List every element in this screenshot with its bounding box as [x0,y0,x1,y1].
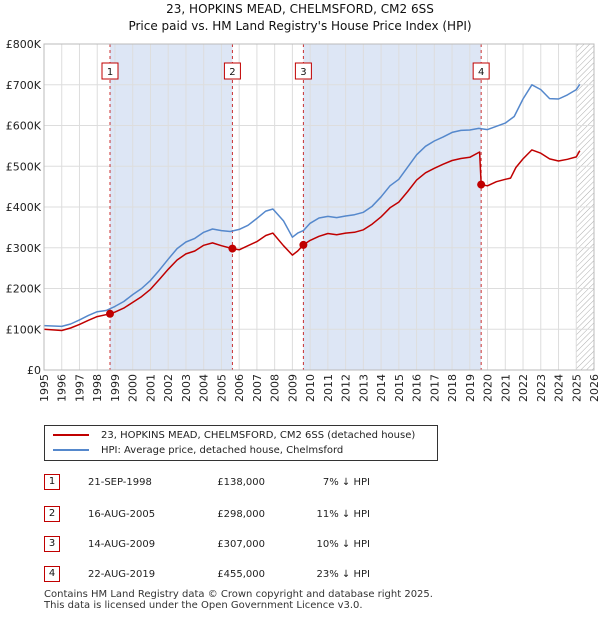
sale-price: £455,000 [217,569,265,580]
sale-label-box [472,62,490,80]
sale-date: 14-AUG-2009 [88,539,156,550]
sale-badge: 4 [44,566,60,582]
sale-badge: 3 [44,536,60,552]
x-tick-label: 2006 [233,374,246,402]
x-tick-label: 2009 [286,374,299,402]
sale-point [106,309,114,318]
x-tick-label: 2024 [553,374,566,402]
x-tick-label: 2000 [127,374,140,402]
x-tick-label: 2012 [340,374,353,402]
property-price-line [43,149,581,332]
x-tick-label: 2018 [446,374,459,402]
sale-date: 16-AUG-2005 [88,509,156,520]
sale-label-number: 1 [107,67,113,78]
sale-label-box [101,62,119,80]
chart-title: 23, HOPKINS MEAD, CHELMSFORD, CM2 6SS [166,2,434,16]
y-tick-label: £600K [6,120,42,133]
x-tick-label: 2015 [393,374,406,402]
hpi-line [43,83,581,328]
x-tick-label: 2025 [570,374,583,402]
sale-price: £138,000 [217,477,265,488]
x-tick-label: 2003 [180,374,193,402]
x-tick-label: 2019 [464,374,477,402]
chart-legend: 23, HOPKINS MEAD, CHELMSFORD, CM2 6SS (d… [44,425,438,461]
x-tick-label: 2002 [162,374,175,402]
sale-hpi-diff: 23% ↓ HPI [316,569,370,580]
x-tick-label: 2010 [304,374,317,402]
hpi-line-swatch [53,449,89,451]
y-tick-label: £200K [6,283,42,296]
price-chart: 1 2 3 4 £0 £100K £200K £300K £400K £500K £600K £700… [6,38,600,402]
y-tick-label: £300K [6,242,42,255]
x-tick-label: 2011 [322,374,335,402]
sale-label-box [294,62,312,80]
sale-hpi-diff: 10% ↓ HPI [316,539,370,550]
x-tick-label: 1995 [38,374,51,402]
x-tick-label: 1998 [91,374,104,402]
property-line-swatch [53,434,89,436]
x-tick-label: 1997 [73,374,86,402]
x-tick-label: 2005 [215,374,228,402]
y-tick-label: £400K [6,201,42,214]
footer-copyright: Contains HM Land Registry data © Crown c… [44,589,433,600]
y-tick-label: £800K [6,38,42,51]
x-tick-label: 2026 [588,374,600,402]
plot-frame [43,43,595,371]
legend-item-hpi: HPI: Average price, detached house, Chel… [53,443,343,459]
sale-row: 3 14-AUG-2009 £307,000 10% ↓ HPI [0,535,600,555]
sale-label-number: 2 [229,67,235,78]
sale-hpi-diff: 7% ↓ HPI [322,477,370,488]
sale-price: £307,000 [217,539,265,550]
sale-price: £298,000 [217,509,265,520]
legend-item-property: 23, HOPKINS MEAD, CHELMSFORD, CM2 6SS (d… [53,428,415,444]
x-tick-label: 2004 [198,374,211,402]
x-tick-label: 1999 [109,374,122,402]
sale-date: 22-AUG-2019 [88,569,156,580]
x-tick-label: 2021 [499,374,512,402]
sale-row: 4 22-AUG-2019 £455,000 23% ↓ HPI [0,565,600,585]
sale-point [477,180,486,189]
sale-point [299,240,308,249]
sale-date: 21-SEP-1998 [88,477,152,488]
chart-subtitle: Price paid vs. HM Land Registry's House … [128,19,472,33]
x-tick-label: 2008 [269,374,282,402]
sale-hpi-diff: 11% ↓ HPI [316,509,370,520]
sale-label-number: 3 [300,67,306,78]
x-tick-label: 2007 [251,374,264,402]
x-tick-label: 2020 [482,374,495,402]
sale-row: 1 21-SEP-1998 £138,000 7% ↓ HPI [0,473,600,493]
sale-row: 2 16-AUG-2005 £298,000 11% ↓ HPI [0,505,600,525]
sale-point [228,244,237,253]
y-tick-label: £100K [6,323,42,336]
footer-licence: This data is licensed under the Open Gov… [44,600,363,611]
y-tick-label: £0 [27,364,41,377]
x-tick-label: 2001 [144,374,157,402]
x-tick-label: 2013 [357,374,370,402]
x-tick-label: 2023 [535,374,548,402]
x-tick-label: 1996 [56,374,69,402]
x-tick-label: 2022 [517,374,530,402]
y-tick-label: £500K [6,160,42,173]
legend-property-label: 23, HOPKINS MEAD, CHELMSFORD, CM2 6SS (d… [101,430,416,441]
sale-badge: 2 [44,506,60,522]
sale-label-number: 4 [478,67,484,78]
y-tick-label: £700K [6,79,42,92]
x-tick-label: 2016 [411,374,424,402]
legend-hpi-label: HPI: Average price, detached house, Chel… [101,445,344,456]
x-tick-label: 2014 [375,374,388,402]
x-tick-label: 2017 [428,374,441,402]
sale-label-box [223,62,241,80]
sale-badge: 1 [44,474,60,490]
